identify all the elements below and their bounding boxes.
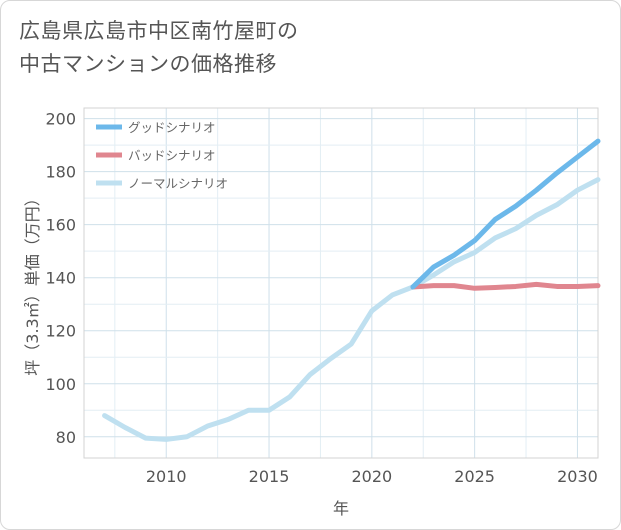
plot-frame	[83, 107, 599, 459]
y-tick-label: 140	[45, 269, 76, 288]
x-tick-label: 2025	[454, 467, 495, 486]
chart-title-line-2: 中古マンションの価格推移	[19, 52, 277, 76]
y-tick-label: 80	[56, 428, 76, 447]
chart-title-line-1: 広島県広島市中区南竹屋町の	[19, 19, 299, 43]
x-axis-label: 年	[333, 499, 349, 518]
series-line-1	[410, 281, 601, 291]
x-tick-label: 2010	[146, 467, 187, 486]
y-tick-label: 200	[45, 110, 76, 129]
y-axis-ticks: 80 100 120 140 160 180 200	[45, 110, 76, 447]
legend-label-2: ノーマルシナリオ	[128, 176, 228, 191]
series-lines	[102, 138, 601, 442]
y-tick-label: 120	[45, 322, 76, 341]
x-axis-ticks: 2010 2015 2020 2025 2030	[146, 467, 598, 486]
series-line-2	[102, 177, 601, 442]
x-tick-label: 2030	[557, 467, 598, 486]
y-tick-label: 160	[45, 216, 76, 235]
x-tick-label: 2015	[249, 467, 290, 486]
chart-title: 広島県広島市中区南竹屋町の 中古マンションの価格推移	[19, 15, 299, 81]
legend-label-0: グッドシナリオ	[128, 120, 216, 135]
grid	[84, 108, 598, 458]
series-line-0	[410, 138, 601, 290]
x-tick-label: 2020	[351, 467, 392, 486]
y-tick-label: 180	[45, 163, 76, 182]
legend-label-1: バッドシナリオ	[128, 148, 216, 163]
y-axis-label: 坪（3.3㎡）単価（万円）	[23, 190, 42, 375]
y-tick-label: 100	[45, 375, 76, 394]
